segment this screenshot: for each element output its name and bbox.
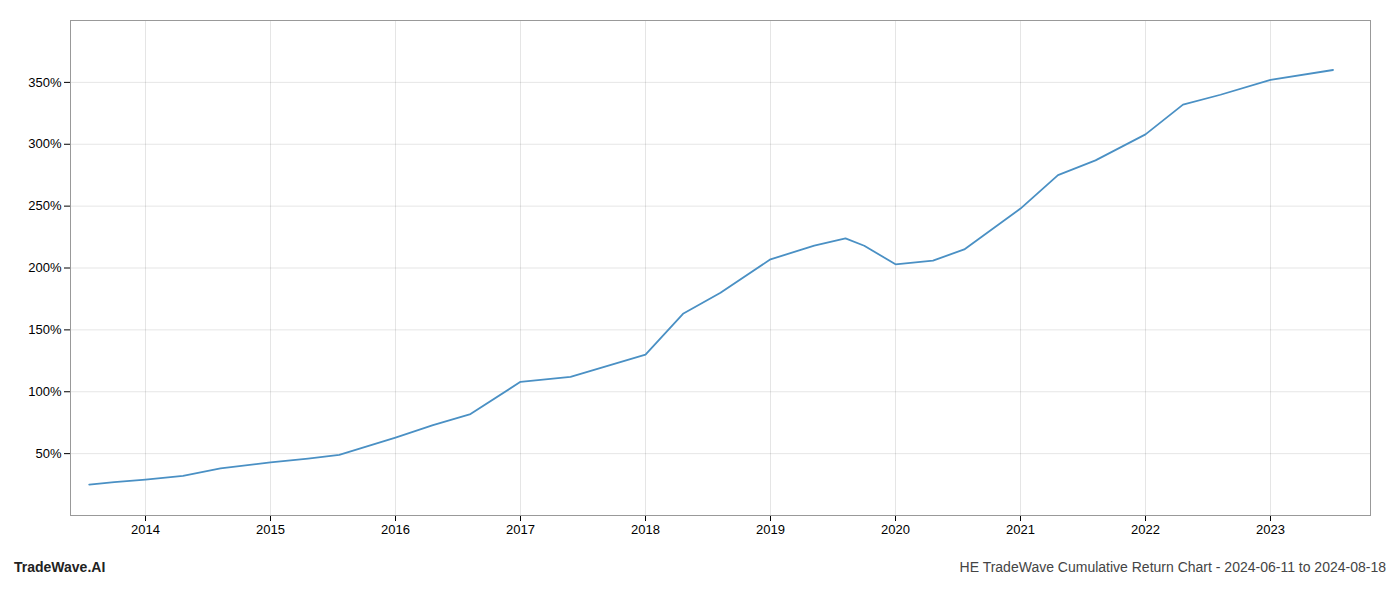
svg-text:2020: 2020 (881, 522, 910, 537)
svg-text:300%: 300% (28, 136, 62, 151)
svg-text:2015: 2015 (256, 522, 285, 537)
svg-text:2017: 2017 (506, 522, 535, 537)
svg-text:100%: 100% (28, 384, 62, 399)
svg-text:2019: 2019 (756, 522, 785, 537)
svg-text:350%: 350% (28, 75, 62, 90)
svg-text:2018: 2018 (631, 522, 660, 537)
svg-text:2014: 2014 (131, 522, 160, 537)
svg-text:2023: 2023 (1256, 522, 1285, 537)
svg-text:2022: 2022 (1131, 522, 1160, 537)
svg-text:50%: 50% (35, 446, 61, 461)
svg-text:150%: 150% (28, 322, 62, 337)
svg-text:2016: 2016 (381, 522, 410, 537)
svg-text:200%: 200% (28, 260, 62, 275)
svg-text:2021: 2021 (1006, 522, 1035, 537)
html-text:HE TradeWave Cumulative Return: HE TradeWave Cumulative Return Chart - 2… (959, 559, 1386, 575)
html-text:TradeWave.AI: TradeWave.AI (14, 559, 106, 575)
svg-text:250%: 250% (28, 198, 62, 213)
